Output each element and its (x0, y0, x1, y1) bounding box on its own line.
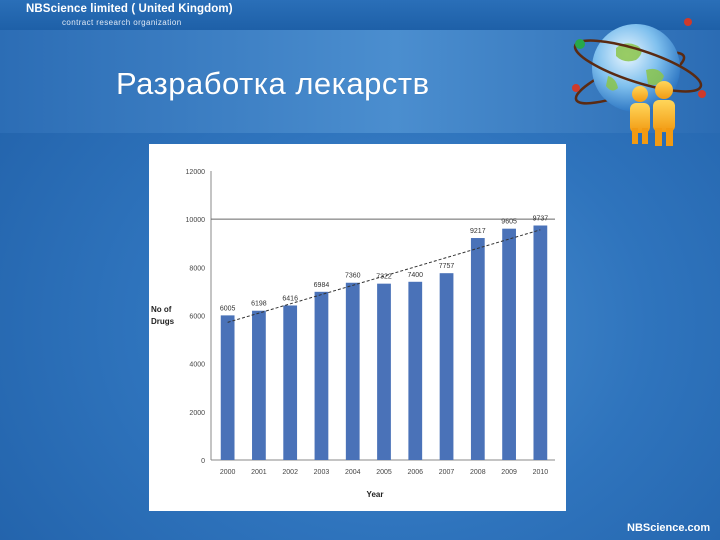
x-tick-label: 2001 (251, 469, 267, 476)
bar-chart: 0 2000 4000 6000 8000 10000 12000 6005 6198 6416… (151, 169, 555, 499)
data-label: 6005 (220, 305, 236, 312)
x-tick-label: 2002 (282, 469, 298, 476)
data-label: 6984 (314, 282, 330, 289)
footer-brand: NBScience.com (627, 522, 711, 534)
slide-title: Разработка лекарств (116, 66, 430, 101)
x-tick-label: 2006 (407, 469, 423, 476)
data-label: 6416 (282, 295, 298, 302)
x-tick-label: 2008 (470, 469, 486, 476)
y-axis-label-line1: No of (151, 305, 172, 314)
x-axis-ticks: 2000 2001 2002 2003 2004 2005 2006 2007 2008 2009… (220, 469, 548, 476)
y-tick-label: 4000 (189, 362, 205, 369)
trendline (227, 229, 541, 323)
x-tick-label: 2000 (220, 469, 236, 476)
x-tick-label: 2005 (376, 469, 392, 476)
people-icon (630, 81, 675, 146)
x-tick-label: 2007 (439, 469, 455, 476)
x-tick-label: 2009 (501, 469, 517, 476)
bars (220, 225, 548, 460)
bar (439, 273, 454, 460)
x-tick-label: 2003 (314, 469, 330, 476)
bar (283, 305, 298, 460)
top-banner: NBScience limited ( United Kingdom) cont… (0, 0, 720, 30)
bar (533, 225, 548, 460)
brand-name: NBScience limited ( United Kingdom) (26, 3, 233, 15)
data-label: 7360 (345, 273, 361, 280)
bar (314, 291, 329, 460)
data-label: 9605 (501, 219, 517, 226)
y-tick-label: 12000 (186, 169, 206, 176)
bar (470, 238, 485, 460)
data-label: 7757 (439, 263, 455, 270)
y-tick-label: 2000 (189, 410, 205, 417)
bar (408, 281, 423, 460)
y-axis-label-line2: Drugs (151, 317, 175, 326)
data-label: 6198 (251, 301, 267, 308)
x-tick-label: 2010 (533, 469, 549, 476)
bar (377, 283, 391, 460)
y-axis: 0 2000 4000 6000 8000 10000 12000 (186, 169, 555, 465)
bar (220, 315, 235, 460)
data-labels: 6005 6198 6416 6984 7360 7322 7400 7757 9217 9605… (220, 216, 548, 313)
chart-panel: 0 2000 4000 6000 8000 10000 12000 6005 6198 6416… (149, 144, 566, 511)
bar (502, 228, 516, 460)
data-label: 9737 (533, 216, 549, 223)
globe-icon (572, 18, 706, 146)
bar (252, 310, 266, 460)
x-tick-label: 2004 (345, 469, 361, 476)
trendline-path (227, 229, 541, 323)
data-label: 7400 (407, 272, 423, 279)
data-label: 9217 (470, 228, 486, 235)
y-tick-label: 0 (201, 458, 205, 465)
y-tick-label: 8000 (189, 265, 205, 272)
brand-subtitle: contract research organization (62, 18, 182, 27)
x-axis-label: Year (367, 490, 384, 499)
y-tick-label: 6000 (189, 314, 205, 321)
bar (345, 282, 360, 460)
y-tick-label: 10000 (186, 217, 206, 224)
data-label: 7322 (376, 274, 392, 281)
